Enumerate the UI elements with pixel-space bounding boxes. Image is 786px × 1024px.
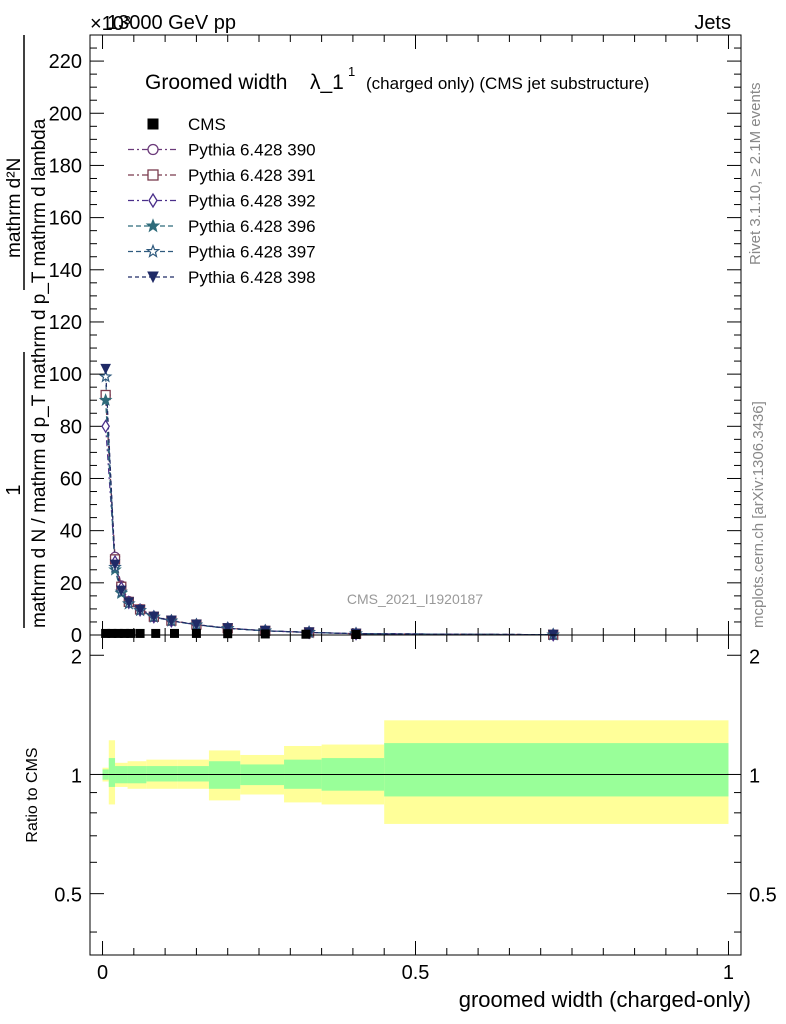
rivet-version-label: Rivet 3.1.10, ≥ 2.1M events	[747, 83, 764, 266]
y-tick-label: 200	[49, 103, 82, 125]
title-symbol: λ_1	[310, 71, 344, 94]
series-point	[100, 363, 111, 375]
legend-marker	[147, 169, 159, 181]
ratio-inner-band	[108, 758, 116, 787]
series-line	[105, 394, 554, 636]
x-tick-label: 0.5	[402, 962, 430, 984]
cms-data-point	[135, 628, 145, 638]
y-tick-label: 40	[60, 521, 82, 543]
title-superscript: 1	[348, 64, 355, 79]
ylabel-numerator: 1	[3, 484, 25, 495]
legend-label: Pythia 6.428 391	[188, 166, 316, 185]
y-tick-label: 80	[60, 416, 82, 438]
series-point	[101, 419, 111, 434]
legend-marker	[147, 143, 159, 156]
mcplots-label: mcplots.cern.ch [arXiv:1306.3436]	[750, 401, 767, 628]
series-point	[134, 604, 146, 616]
ratio-ylabel: Ratio to CMS	[24, 747, 41, 842]
legend-label: Pythia 6.428 390	[188, 141, 316, 160]
series-line	[105, 368, 554, 636]
series-point	[115, 585, 127, 597]
series-point	[222, 623, 234, 634]
series-line	[105, 376, 554, 636]
ratio-y-tick-label: 2	[71, 646, 82, 668]
legend-label: Pythia 6.428 398	[188, 268, 316, 287]
legend-item: Pythia 6.428 391	[128, 166, 316, 185]
ratio-bands	[102, 720, 729, 824]
legend-item: Pythia 6.428 396	[128, 217, 316, 236]
y-tick-label: 60	[60, 468, 82, 490]
ylabel-denominator: mathrm d N / mathrm d p_T mathrm d p_T m…	[29, 118, 50, 628]
series-point	[98, 393, 113, 407]
series-line	[105, 400, 554, 636]
legend-item: Pythia 6.428 397	[128, 243, 316, 262]
xlabel: groomed width (charged-only)	[459, 987, 751, 1012]
y-tick-label: 120	[49, 312, 82, 334]
legend-label: Pythia 6.428 397	[188, 243, 316, 262]
series-point	[109, 559, 121, 571]
legend-item: Pythia 6.428 398	[128, 268, 316, 287]
series-line	[105, 394, 554, 636]
legend-label: Pythia 6.428 396	[188, 217, 316, 236]
y-tick-label: 140	[49, 260, 82, 282]
ratio-inner-band	[384, 743, 729, 797]
ylabel-top: mathrm d²N	[4, 158, 25, 258]
legend-label: CMS	[188, 115, 226, 134]
legend-marker	[145, 243, 161, 258]
ratio-y-tick-label: 1	[71, 765, 82, 787]
title-main: Groomed width	[145, 71, 287, 94]
legend-marker	[145, 218, 161, 233]
legend-item: Pythia 6.428 390	[128, 141, 316, 160]
legend-item: CMS	[147, 115, 226, 134]
y-tick-label: 180	[49, 155, 82, 177]
y-tick-label: 0	[71, 625, 82, 647]
exponent-label: ×10³	[90, 13, 131, 35]
x-tick-label: 0	[97, 962, 108, 984]
header-left: 13000 GeV pp	[107, 12, 236, 34]
x-tick-label: 1	[723, 962, 734, 984]
ratio-y-tick-label-right: 1	[749, 765, 760, 787]
legend: CMS Pythia 6.428 390 Pythia 6.428 391 Pythi…	[128, 115, 316, 287]
main-series-group	[98, 363, 560, 642]
cms-data-point	[351, 629, 361, 639]
ratio-axes: 0.5 0.5 1 1 2 2 0 0.5 1	[54, 635, 777, 984]
ratio-inner-band	[208, 761, 241, 789]
ratio-y-tick-label-right: 0.5	[749, 885, 777, 907]
cms-data-point	[126, 628, 136, 638]
legend-marker	[147, 271, 159, 284]
series-point	[191, 619, 202, 631]
main-ylabel: 1 mathrm d N / mathrm d p_T mathrm d p_T…	[3, 35, 50, 628]
legend-marker	[147, 118, 159, 130]
y-tick-label: 220	[49, 51, 82, 73]
series-point	[166, 615, 177, 627]
y-tick-label: 20	[60, 573, 82, 595]
analysis-watermark: CMS_2021_I1920187	[347, 591, 483, 607]
legend-item: Pythia 6.428 392	[128, 192, 316, 211]
cms-data-point	[170, 628, 180, 638]
cms-data-point	[151, 628, 161, 638]
cms-data-point	[301, 629, 311, 639]
series-point	[98, 369, 113, 383]
title-rest: (charged only) (CMS jet substructure)	[366, 74, 649, 93]
ratio-inner-band	[146, 766, 178, 782]
series-point	[148, 611, 160, 623]
legend-marker	[148, 192, 158, 209]
y-tick-label: 100	[49, 364, 82, 386]
ratio-y-tick-label: 0.5	[54, 885, 82, 907]
series-line	[105, 426, 554, 636]
header-right: Jets	[694, 12, 731, 34]
ratio-y-tick-label-right: 2	[749, 646, 760, 668]
y-tick-label: 160	[49, 208, 82, 230]
ratio-inner-band	[177, 766, 209, 782]
series-point	[123, 597, 135, 609]
chart-title: Groomed width λ_1 1 (charged only) (CMS …	[145, 64, 649, 94]
legend-label: Pythia 6.428 392	[188, 192, 316, 211]
cms-data-point	[260, 629, 270, 639]
